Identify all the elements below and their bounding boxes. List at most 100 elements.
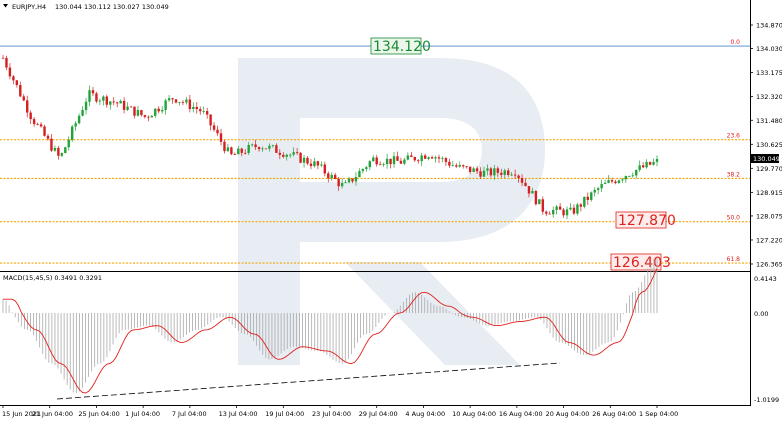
candle-body <box>109 101 112 105</box>
price-tick-label: 133.175 <box>756 69 782 77</box>
price-tick-label: 131.480 <box>756 117 782 125</box>
candle-body <box>133 106 136 116</box>
candle-body <box>489 168 493 176</box>
candle-body <box>558 206 562 210</box>
candle-body <box>406 155 410 160</box>
candle-body <box>641 165 645 168</box>
triangle-down-icon[interactable] <box>3 4 8 8</box>
candle-body <box>39 124 43 127</box>
fib-level-label: 38.2 <box>727 171 741 178</box>
candle-body <box>531 191 534 194</box>
candle-body <box>223 141 226 152</box>
candle-body <box>524 182 527 187</box>
candle-body <box>53 147 57 151</box>
candle-body <box>351 178 354 182</box>
candle-body <box>88 90 91 102</box>
candle-body <box>565 209 569 216</box>
candle-body <box>140 110 143 116</box>
candle-body <box>423 155 427 159</box>
candle-body <box>472 168 475 173</box>
candle-body <box>178 102 181 103</box>
candle-body <box>271 145 275 147</box>
callout-top: 134.120 <box>370 37 431 55</box>
candle-body <box>147 116 150 118</box>
candle-body <box>174 99 178 103</box>
candle-body <box>389 158 392 165</box>
time-tick-label: 1 Sep 04:00 <box>639 410 678 418</box>
candle-body <box>510 174 513 176</box>
candle-body <box>631 175 634 177</box>
candle-body <box>233 154 237 155</box>
candle-body <box>337 178 340 187</box>
candle-body <box>209 114 212 126</box>
candle-body <box>289 154 292 156</box>
candle-body <box>576 204 579 214</box>
candle-body <box>385 158 389 165</box>
candle-body <box>586 196 589 200</box>
candle-body <box>403 159 406 164</box>
candle-body <box>475 168 479 172</box>
callout-bottom-label: 126.403 <box>613 255 671 271</box>
time-tick-label: 1 Jul 04:00 <box>125 410 160 418</box>
candle-body <box>614 181 617 184</box>
candle-body <box>257 147 261 150</box>
candle-body <box>520 177 524 183</box>
candle-body <box>541 199 545 212</box>
time-tick-label: 20 Aug 04:00 <box>546 410 590 418</box>
fib-level-label: 61.8 <box>727 256 741 263</box>
candle-body <box>102 96 105 101</box>
candle-body <box>46 135 50 139</box>
candle-body <box>427 157 430 159</box>
ohlc-values: 130.044 130.112 130.027 130.049 <box>55 3 169 11</box>
candle-body <box>164 100 167 110</box>
candle-body <box>261 148 264 150</box>
candle-body <box>278 152 282 155</box>
candle-body <box>645 161 648 168</box>
divergence-trendline[interactable] <box>56 362 561 400</box>
candle-body <box>378 164 382 166</box>
candle-body <box>126 106 129 110</box>
candle-body <box>247 145 250 154</box>
candle-body <box>444 158 448 162</box>
candle-body <box>199 109 202 112</box>
candle-body <box>441 158 444 159</box>
candle-body <box>226 147 230 152</box>
candle-body <box>323 164 327 174</box>
candle-body <box>192 106 195 109</box>
candle-body <box>292 152 295 155</box>
candle-body <box>230 147 233 155</box>
candle-body <box>299 152 302 163</box>
candle-body <box>534 191 538 205</box>
candle-body <box>115 102 119 104</box>
candle-body <box>538 199 541 205</box>
candle-body <box>306 157 309 164</box>
current-price-label: 130.049 <box>753 155 780 163</box>
candle-body <box>8 67 12 77</box>
price-tick-label: 134.030 <box>756 45 782 53</box>
price-tick-label: 128.075 <box>756 212 782 220</box>
current-price-tag: 130.049 <box>751 154 780 163</box>
candle-body <box>143 115 147 117</box>
candle-body <box>579 204 583 207</box>
price-tick-label: 128.915 <box>756 189 782 197</box>
candle-body <box>26 100 29 113</box>
candle-body <box>212 125 216 130</box>
time-tick-label: 16 Aug 04:00 <box>499 410 543 418</box>
price-tick-label: 134.870 <box>756 22 782 30</box>
macd-tick-bottom: -1.0199 <box>754 396 779 404</box>
candle-body <box>205 111 209 115</box>
time-tick-label: 15 Jun 2021 <box>2 410 41 418</box>
watermark-logo <box>238 58 545 365</box>
candle-body <box>67 139 70 148</box>
macd-title: MACD(15,45,5) 0.3491 0.3291 <box>3 274 102 282</box>
candle-body <box>372 157 375 162</box>
candle-body <box>610 180 614 182</box>
time-tick-label: 13 Jul 04:00 <box>219 410 258 418</box>
candle-body <box>354 177 358 182</box>
time-tick-label: 26 Aug 04:00 <box>592 410 636 418</box>
candle-body <box>112 101 115 103</box>
symbol-header[interactable]: EURJPY,H4 130.044 130.112 130.027 130.04… <box>3 3 169 11</box>
candle-body <box>171 98 174 100</box>
